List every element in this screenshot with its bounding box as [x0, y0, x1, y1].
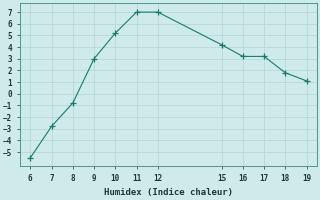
X-axis label: Humidex (Indice chaleur): Humidex (Indice chaleur) [104, 188, 233, 197]
